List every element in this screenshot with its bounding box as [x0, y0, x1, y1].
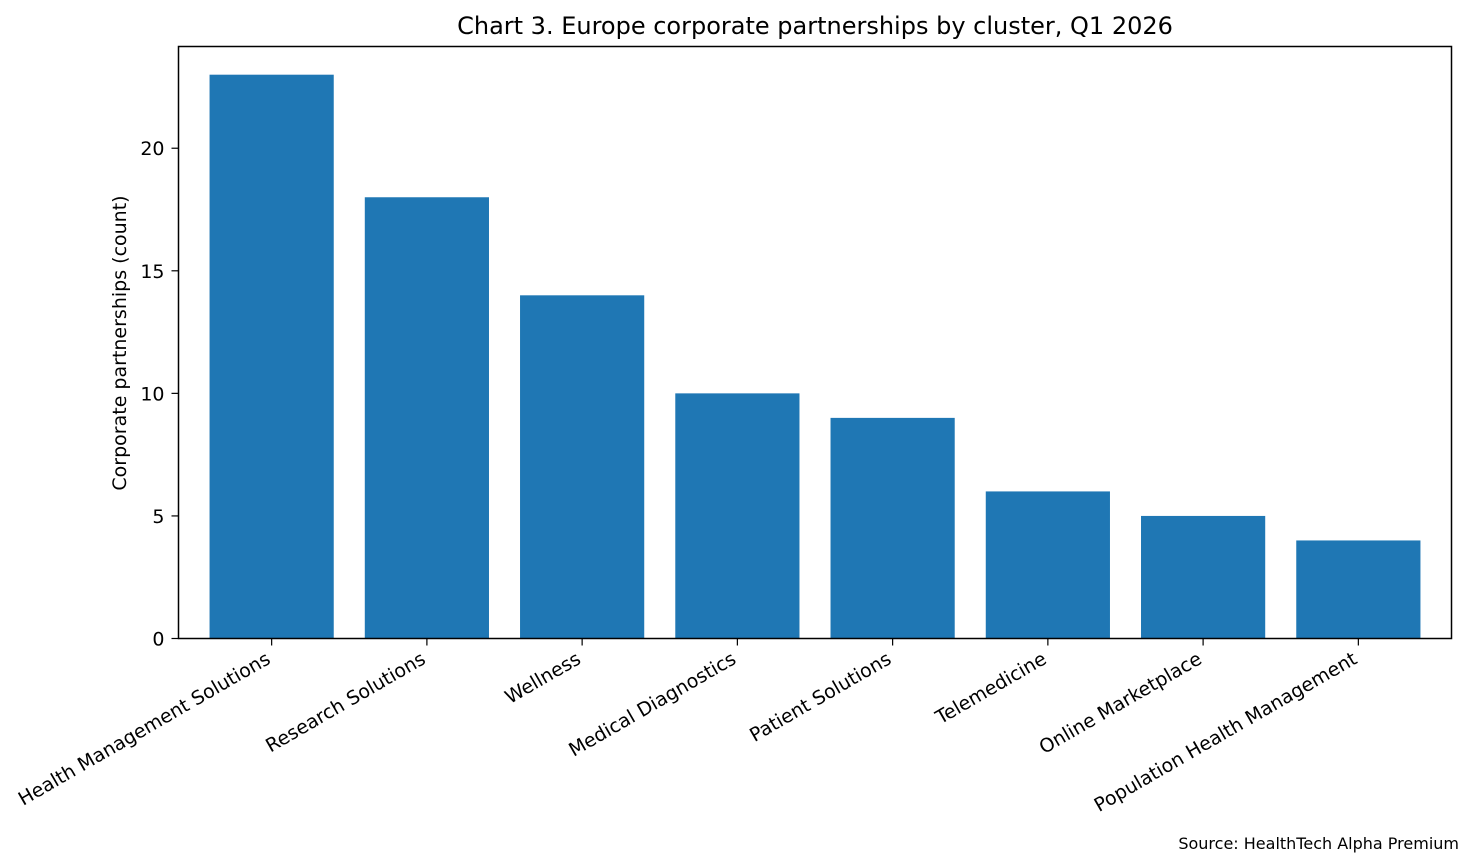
y-tick-label: 0: [152, 629, 164, 651]
y-tick-label: 20: [140, 138, 164, 160]
source-note: Source: HealthTech Alpha Premium: [1178, 834, 1459, 853]
y-axis-label: Corporate partnerships (count): [109, 195, 131, 490]
y-tick-label: 15: [140, 261, 164, 283]
x-tick-label: Telemedicine: [931, 648, 1050, 730]
x-tick-label: Wellness: [501, 648, 584, 709]
bar-research-solutions: [364, 197, 489, 639]
x-tick-label: Population Health Management: [1091, 648, 1361, 817]
bar-online-marketplace: [1141, 515, 1266, 639]
bar-population-health-management: [1296, 540, 1421, 639]
bar-medical-diagnostics: [675, 393, 800, 639]
bar-health-management-solutions: [209, 74, 334, 639]
x-tick-label: Patient Solutions: [746, 648, 895, 747]
plot-area-frame: [177, 45, 1453, 640]
bar-telemedicine: [985, 491, 1110, 639]
y-axis-ticks: 0 5 10 15 20: [140, 138, 179, 651]
x-tick-label: Health Management Solutions: [15, 648, 274, 811]
bar-patient-solutions: [830, 417, 955, 639]
x-tick-label: Online Marketplace: [1035, 648, 1205, 759]
x-tick-label: Medical Diagnostics: [565, 648, 740, 762]
bar-wellness: [520, 295, 645, 639]
bars-group: [209, 74, 1421, 639]
chart-title: Chart 3. Europe corporate partnerships b…: [457, 12, 1173, 40]
x-tick-label: Research Solutions: [262, 648, 429, 757]
y-tick-label: 10: [140, 383, 164, 405]
y-tick-label: 5: [152, 506, 164, 528]
